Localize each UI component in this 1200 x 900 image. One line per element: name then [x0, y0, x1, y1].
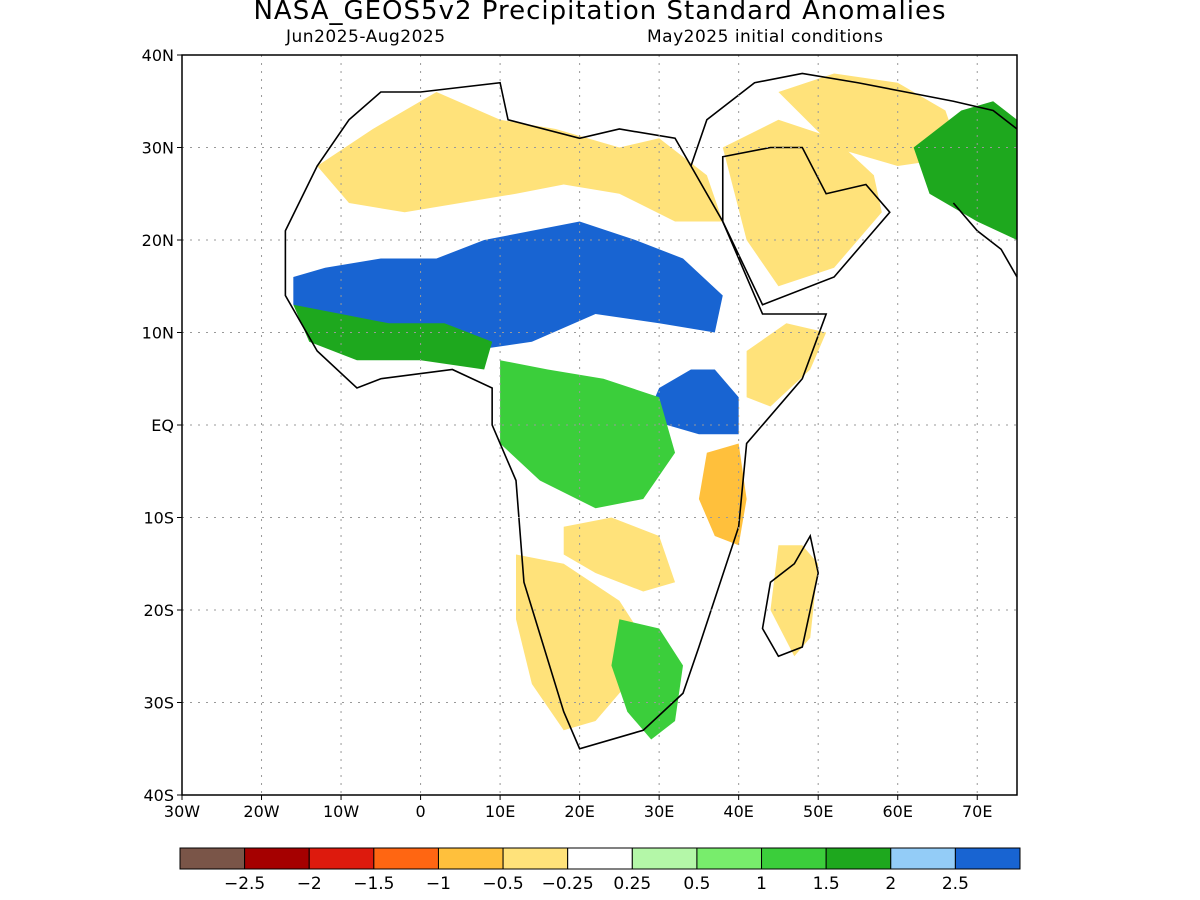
colorbar-label: −1: [426, 874, 451, 894]
anomaly-region: [500, 360, 676, 509]
colorbar-label: −1.5: [353, 874, 394, 894]
lat-tick-label: 40S: [143, 786, 174, 805]
lat-tick-label: 30N: [142, 139, 174, 158]
anomaly-region: [722, 119, 882, 287]
colorbar-label: −0.25: [542, 874, 594, 894]
anomaly-region: [698, 443, 747, 546]
colorbar-swatch: [502, 847, 569, 870]
colorbar-swatch: [761, 847, 827, 870]
lon-tick-label: 20E: [564, 802, 594, 821]
anomaly-region: [293, 304, 493, 370]
colorbar-label: 1.5: [813, 874, 840, 894]
lon-tick-label: 20W: [243, 802, 279, 821]
lon-tick-label: 0: [415, 802, 425, 821]
anomaly-region: [770, 545, 819, 657]
colorbar-label: 2: [885, 874, 896, 894]
anomaly-region: [293, 221, 723, 351]
lon-tick-label: 10E: [485, 802, 515, 821]
colorbar-label: 2.5: [942, 874, 969, 894]
lon-tick-label: 30W: [164, 802, 200, 821]
colorbar-swatch: [244, 847, 310, 870]
colorbar-label: 1: [756, 874, 767, 894]
lon-tick-label: 40E: [723, 802, 753, 821]
coastline-india: [952, 202, 1018, 278]
lat-tick-label: 30S: [143, 694, 174, 713]
colorbar-label: −2.5: [224, 874, 265, 894]
coastline-madagascar: [761, 533, 820, 658]
anomaly-region: [317, 92, 723, 222]
initial-conditions: May2025 initial conditions: [647, 27, 884, 47]
colorbar-swatch: [954, 847, 1021, 870]
lat-tick-label: 40N: [142, 46, 174, 65]
colorbar-swatch: [308, 847, 375, 870]
colorbar-label: −0.5: [482, 874, 523, 894]
colorbar-swatch: [890, 847, 956, 870]
coastline-arabia2: [721, 146, 891, 306]
lon-tick-label: 50E: [803, 802, 833, 821]
colorbar-swatch: [373, 847, 439, 870]
colorbar-swatch: [825, 847, 892, 870]
colorbar-swatch: [179, 847, 246, 870]
chart-title: NASA_GEOS5v2 Precipitation Standard Anom…: [253, 0, 947, 26]
anomaly-region: [913, 101, 1017, 240]
lat-tick-label: EQ: [151, 416, 174, 435]
lat-tick-label: 20S: [143, 601, 174, 620]
coastline-africa: [284, 81, 828, 750]
anomaly-region: [563, 517, 676, 592]
colorbar-swatch: [567, 847, 633, 870]
coastline-arabia: [690, 72, 1018, 167]
lon-tick-label: 10W: [323, 802, 359, 821]
lat-tick-label: 20N: [142, 231, 174, 250]
colorbar-swatch: [631, 847, 698, 870]
colorbar-label: 0.5: [683, 874, 710, 894]
anomaly-region: [651, 369, 739, 435]
anomaly-region: [746, 323, 827, 407]
colorbar-label: 0.25: [613, 874, 651, 894]
forecast-period: Jun2025-Aug2025: [286, 27, 446, 47]
colorbar-swatch: [696, 847, 763, 870]
colorbar-swatch: [437, 847, 504, 870]
colorbar-label: −2: [297, 874, 322, 894]
lon-tick-label: 70E: [962, 802, 992, 821]
lon-tick-label: 60E: [882, 802, 912, 821]
anomaly-region: [516, 554, 644, 731]
lon-tick-label: 30E: [644, 802, 674, 821]
lat-tick-label: 10N: [142, 324, 174, 343]
lat-tick-label: 10S: [143, 509, 174, 528]
anomaly-region: [778, 73, 962, 166]
